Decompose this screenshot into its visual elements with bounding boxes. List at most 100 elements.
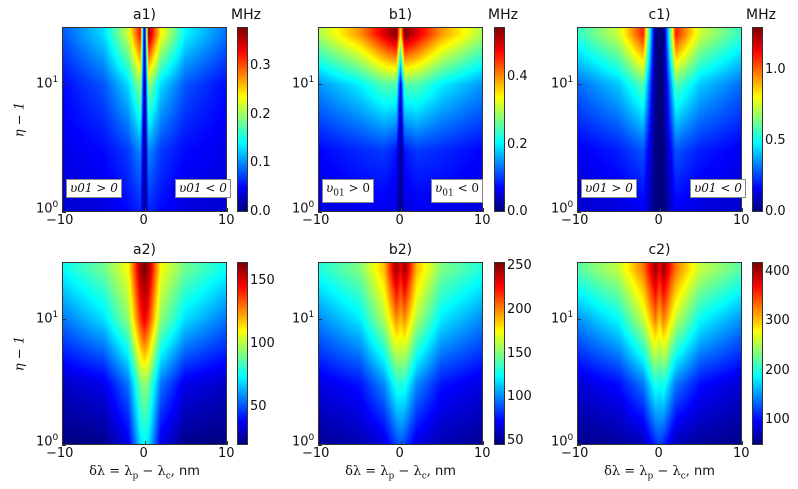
y-tick-mark bbox=[577, 318, 581, 320]
y-tick-mark bbox=[318, 445, 322, 446]
colorbar-tick-label: 50 bbox=[250, 399, 267, 415]
y-tick-mark bbox=[577, 84, 581, 86]
colorbar-b1 bbox=[494, 27, 505, 212]
panel-title-b1: b1) bbox=[388, 7, 413, 23]
y-tick-label: 101 bbox=[36, 310, 58, 326]
colorbar-gradient-a2 bbox=[238, 263, 247, 444]
x-tick-mark bbox=[400, 441, 402, 445]
y-tick-base: 10 bbox=[36, 201, 53, 217]
y-tick-exponent: 0 bbox=[308, 433, 315, 443]
x-tick-label: 10 bbox=[474, 213, 491, 228]
x-axis-label: δλ = λp − λc, nm bbox=[301, 464, 501, 482]
y-tick-exponent: 0 bbox=[52, 200, 59, 210]
x-tick-mark bbox=[659, 208, 661, 212]
colorbar-gradient-a1 bbox=[238, 28, 247, 211]
x-axis-label-part: p bbox=[388, 471, 395, 482]
colorbar-tick-label: 0.3 bbox=[250, 57, 271, 73]
annotation-subscript: 01 bbox=[333, 188, 345, 199]
colorbar-tick-label: 200 bbox=[765, 362, 790, 378]
y-tick-label: 100 bbox=[551, 200, 573, 216]
y-tick-exponent: 0 bbox=[567, 200, 574, 210]
y-tick-exponent: 1 bbox=[52, 309, 59, 320]
y-tick-exponent: 1 bbox=[567, 75, 574, 86]
x-tick-label: −10 bbox=[46, 446, 74, 461]
annotation-subscript: 01 bbox=[442, 188, 454, 199]
colorbar-tick-label: 0.0 bbox=[507, 204, 528, 219]
heatmap-canvas-c2 bbox=[578, 263, 741, 444]
y-tick-mark bbox=[318, 212, 322, 213]
x-tick-label: 10 bbox=[733, 213, 750, 228]
colorbar-unit-label: MHz bbox=[488, 7, 518, 23]
x-tick-mark bbox=[62, 441, 63, 445]
annotation-right: υ01 < 0 bbox=[690, 179, 746, 198]
colorbar-b2 bbox=[494, 262, 505, 445]
y-tick-exponent: 1 bbox=[308, 75, 315, 86]
y-tick-base: 10 bbox=[36, 310, 53, 326]
annotation-relation: > 0 bbox=[344, 181, 371, 195]
panel-title-b2: b2) bbox=[388, 242, 413, 258]
x-tick-label: 10 bbox=[733, 446, 750, 461]
y-tick-mark bbox=[62, 445, 66, 446]
colorbar-tick-label: 0.0 bbox=[250, 204, 271, 219]
x-tick-label: 0 bbox=[139, 446, 148, 461]
colorbar-tick-label: 0.0 bbox=[765, 204, 786, 219]
y-tick-base: 10 bbox=[292, 76, 309, 92]
x-axis-label-part: δλ = λ bbox=[89, 464, 133, 479]
colorbar-unit-label: MHz bbox=[231, 7, 261, 23]
colorbar-unit-label: MHz bbox=[746, 7, 776, 23]
colorbar-tick-label: 0.4 bbox=[507, 69, 528, 85]
y-tick-label: 100 bbox=[292, 200, 314, 216]
x-axis-label-unit: nm bbox=[179, 464, 200, 479]
colorbar-tick-label: 100 bbox=[765, 412, 790, 428]
x-tick-label: 10 bbox=[218, 446, 235, 461]
colorbar-c1 bbox=[752, 27, 763, 212]
y-tick-label: 101 bbox=[36, 75, 58, 91]
x-axis-label-part: p bbox=[132, 471, 139, 482]
colorbar-tick-label: 0.1 bbox=[250, 155, 271, 171]
y-tick-mark bbox=[577, 212, 581, 213]
y-tick-label: 100 bbox=[36, 200, 58, 216]
colorbar-tick-label: 1.0 bbox=[765, 61, 786, 77]
heatmap-a2 bbox=[62, 262, 227, 445]
x-tick-mark bbox=[659, 441, 661, 445]
x-axis-label-part: , bbox=[685, 464, 695, 479]
y-tick-exponent: 1 bbox=[567, 309, 574, 320]
panel-title-a2: a2) bbox=[133, 242, 156, 258]
y-tick-exponent: 1 bbox=[52, 75, 59, 86]
colorbar-gradient-b1 bbox=[495, 28, 504, 211]
y-tick-mark bbox=[318, 84, 322, 86]
x-tick-mark bbox=[400, 208, 402, 212]
colorbar-tick-label: 100 bbox=[250, 336, 275, 352]
annotation-left: υ01 > 0 bbox=[322, 179, 375, 204]
colorbar-tick-label: 150 bbox=[250, 272, 275, 288]
y-tick-mark bbox=[318, 318, 322, 320]
colorbar-tick-label: 300 bbox=[765, 313, 790, 329]
x-axis-label-part: , bbox=[170, 464, 180, 479]
x-tick-label: −10 bbox=[302, 446, 330, 461]
y-tick-exponent: 1 bbox=[308, 309, 315, 320]
x-tick-mark bbox=[227, 208, 228, 212]
y-tick-label: 101 bbox=[551, 310, 573, 326]
colorbar-tick-label: 100 bbox=[507, 389, 532, 405]
x-tick-label: 0 bbox=[139, 213, 148, 228]
colorbar-a2 bbox=[237, 262, 248, 445]
annotation-symbol: υ bbox=[435, 181, 443, 195]
x-tick-mark bbox=[577, 441, 578, 445]
x-axis-label-part: δλ = λ bbox=[604, 464, 648, 479]
y-tick-base: 10 bbox=[36, 434, 53, 450]
x-axis-label-part: p bbox=[647, 471, 654, 482]
colorbar-tick-label: 250 bbox=[507, 258, 532, 274]
y-tick-base: 10 bbox=[292, 434, 309, 450]
heatmap-b2 bbox=[318, 262, 483, 445]
y-tick-base: 10 bbox=[36, 76, 53, 92]
colorbar-tick-label: 0.5 bbox=[765, 132, 786, 148]
y-tick-mark bbox=[577, 445, 581, 446]
x-tick-label: 10 bbox=[218, 213, 235, 228]
y-axis-label: η − 1 bbox=[12, 335, 28, 371]
colorbar-tick-label: 400 bbox=[765, 263, 790, 279]
y-tick-exponent: 0 bbox=[308, 200, 315, 210]
x-tick-mark bbox=[483, 441, 484, 445]
y-tick-label: 100 bbox=[292, 433, 314, 449]
heatmap-c2 bbox=[577, 262, 742, 445]
panel-title-c2: c2) bbox=[648, 242, 671, 258]
